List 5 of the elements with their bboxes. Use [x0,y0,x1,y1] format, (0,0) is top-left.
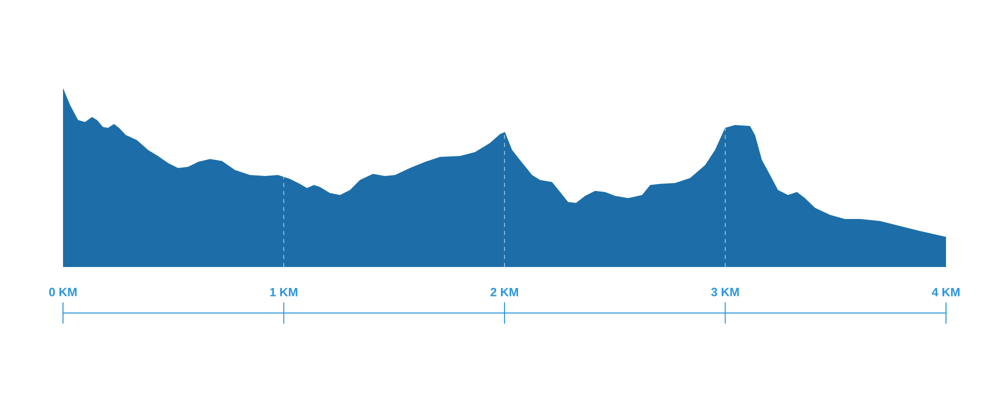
x-tick-label: 1 KM [270,288,298,296]
x-tick-label: 3 KM [711,288,739,296]
x-tick-label: 2 KM [490,288,518,296]
x-tick-label: 4 KM [932,288,960,296]
x-tick-label: 0 KM [49,288,77,296]
